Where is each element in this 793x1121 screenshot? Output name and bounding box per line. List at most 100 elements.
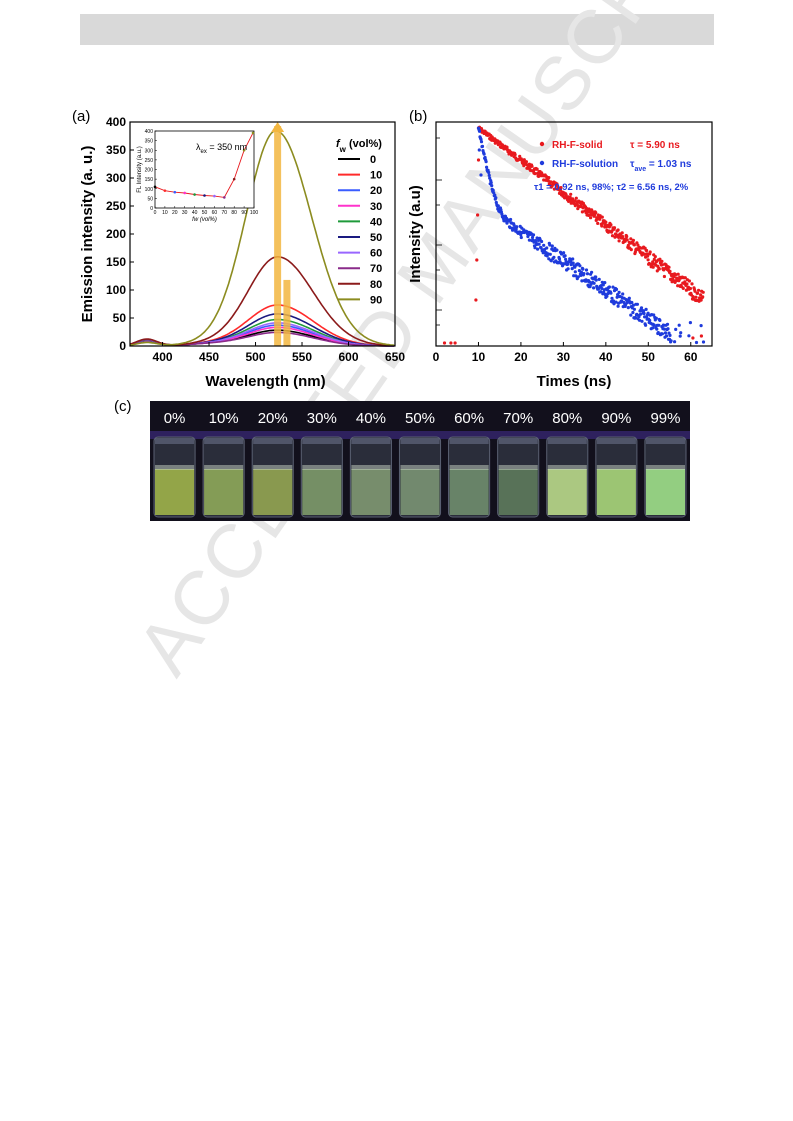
solid-point xyxy=(632,243,637,247)
solid-point xyxy=(476,213,480,217)
solution-point xyxy=(512,223,516,227)
inset-y-tick-label-400: 400 xyxy=(145,129,154,135)
solution-point xyxy=(652,323,656,327)
solid-point xyxy=(685,282,689,286)
solid-point xyxy=(697,288,701,292)
solution-point xyxy=(594,275,598,279)
inset-y-tick-label-0: 0 xyxy=(150,206,153,212)
solution-point xyxy=(631,303,636,307)
solid-point xyxy=(674,273,678,277)
solid-point xyxy=(620,231,624,235)
solid-point xyxy=(629,248,633,252)
annotation-solution-tau: τave = 1.03 ns xyxy=(630,159,692,173)
inset-point-60 xyxy=(213,194,216,198)
vial-rim-9 xyxy=(596,438,636,444)
solid-point xyxy=(586,213,591,217)
vial-rim-5 xyxy=(400,438,440,444)
solution-point xyxy=(677,323,681,327)
solution-point xyxy=(657,323,661,327)
solid-point xyxy=(676,272,680,276)
inset-x-tick-label-100: 100 xyxy=(250,210,259,216)
legend-label-10: 10 xyxy=(370,170,382,182)
solid-point xyxy=(533,172,537,176)
solution-point xyxy=(555,248,559,252)
solid-point xyxy=(684,288,689,292)
legend-label-40: 40 xyxy=(370,216,382,228)
solid-point xyxy=(547,176,551,180)
solid-point xyxy=(629,237,633,241)
solution-point xyxy=(637,318,642,322)
vial-meniscus-0 xyxy=(155,465,195,470)
solution-point xyxy=(477,148,481,152)
y-tick-label-300: 300 xyxy=(106,171,126,185)
solid-point xyxy=(645,248,649,253)
solution-point xyxy=(493,193,497,197)
solid-point xyxy=(600,215,604,219)
solution-point xyxy=(666,327,670,331)
legend-label-solution: RH-F-solution xyxy=(552,159,618,170)
inset-y-tick-label-350: 350 xyxy=(145,139,154,145)
vial-rim-4 xyxy=(351,438,391,444)
solution-point xyxy=(602,290,606,294)
x-axis-title-a: Wavelength (nm) xyxy=(205,373,325,390)
solid-point xyxy=(442,341,447,345)
inset-point-30 xyxy=(183,191,186,195)
x-tick-label-600: 600 xyxy=(338,350,358,364)
solution-point xyxy=(479,173,483,177)
inset-point-90 xyxy=(242,148,246,152)
solid-point xyxy=(449,341,453,345)
b-x-tick-label-20: 20 xyxy=(514,350,528,364)
solution-point xyxy=(679,331,683,335)
solution-point xyxy=(585,272,590,276)
solid-point xyxy=(699,334,704,338)
annotation-components: τ1 = 0.92 ns, 98%; τ2 = 6.56 ns, 2% xyxy=(534,182,689,193)
solution-point xyxy=(600,280,604,284)
vial-meniscus-2 xyxy=(253,465,293,470)
panel-label-a: (a) xyxy=(72,108,90,125)
peak-highlight-arrow xyxy=(271,122,285,132)
x-axis-title-b: Times (ns) xyxy=(537,373,612,390)
solution-point xyxy=(694,340,699,345)
solution-point xyxy=(662,327,667,331)
vial-label-2: 20% xyxy=(258,410,288,427)
solution-point xyxy=(483,155,487,160)
solid-point xyxy=(651,265,655,269)
solution-point xyxy=(660,332,665,336)
solution-point xyxy=(479,137,483,141)
legend-label-20: 20 xyxy=(370,185,382,197)
solid-point xyxy=(677,278,681,282)
solution-point xyxy=(579,273,583,277)
x-tick-label-500: 500 xyxy=(246,350,266,364)
solid-point xyxy=(610,234,615,238)
solid-point xyxy=(522,158,526,162)
inset-point-50 xyxy=(203,194,206,197)
vial-meniscus-5 xyxy=(400,465,440,470)
b-x-tick-label-50: 50 xyxy=(642,350,656,364)
solid-point xyxy=(646,258,650,262)
solution-point xyxy=(533,246,537,250)
solid-point xyxy=(693,289,697,293)
solution-point xyxy=(654,316,658,320)
vial-meniscus-8 xyxy=(547,465,587,470)
solid-point xyxy=(594,211,598,215)
x-tick-label-400: 400 xyxy=(153,350,173,364)
solid-point xyxy=(612,226,617,230)
solution-point xyxy=(548,243,552,247)
legend-marker-solution xyxy=(539,160,545,166)
solution-point xyxy=(484,160,488,164)
photo-uv-glow xyxy=(150,431,690,439)
vial-meniscus-10 xyxy=(645,465,685,470)
solution-point xyxy=(590,270,594,274)
chart-a: 400 450 500 550 600 6500501001502002503003504… xyxy=(79,115,405,390)
vial-rim-2 xyxy=(253,438,293,444)
solution-point xyxy=(564,260,568,264)
solution-point xyxy=(490,184,494,188)
vial-liquid-7 xyxy=(498,469,538,515)
legend-label-30: 30 xyxy=(370,201,382,213)
solution-point xyxy=(615,295,619,299)
solution-point xyxy=(629,313,633,317)
solution-point xyxy=(592,286,596,290)
inset-x-tick-label-80: 80 xyxy=(231,210,237,216)
solution-point xyxy=(594,278,598,282)
legend-label-90: 90 xyxy=(370,294,382,306)
